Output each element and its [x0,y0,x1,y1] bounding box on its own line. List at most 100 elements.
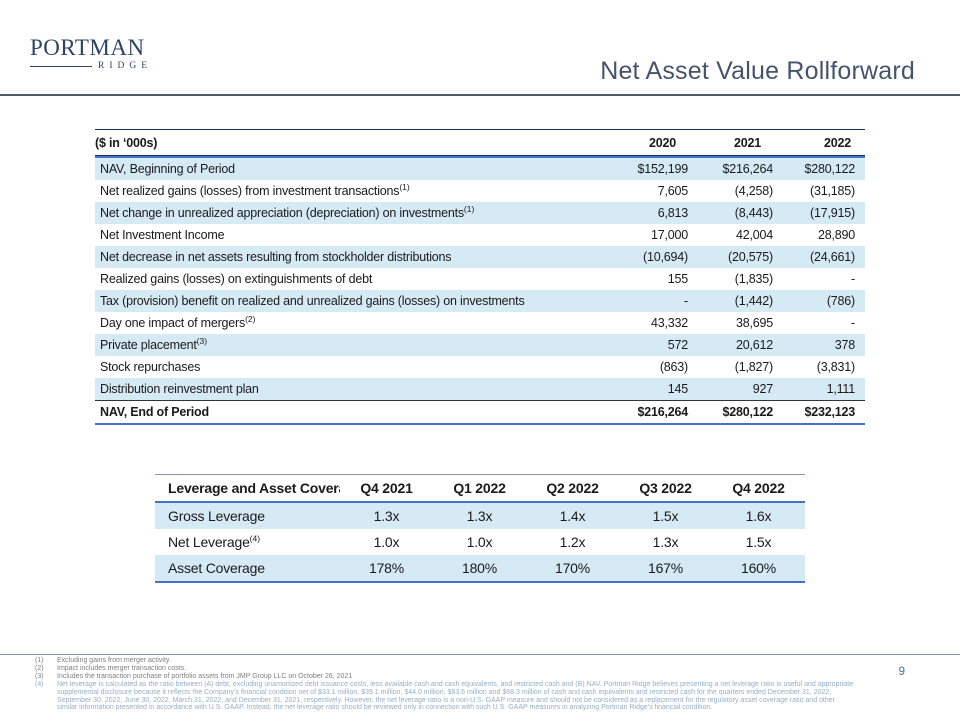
table-cell: - [851,272,855,286]
row-label: Day one impact of mergers(2) [100,313,256,330]
nav-table-col-2022: 2022 [775,129,865,156]
table-cell: 1.4x [526,503,619,529]
row-label: Net decrease in net assets resulting fro… [95,246,560,268]
footnote-ref: (1) [399,181,410,192]
row-label: Private placement(3) [95,334,560,356]
table-cell: $216,264 [690,156,775,180]
row-label: Distribution reinvestment plan [95,378,560,400]
table-cell: 180% [433,555,526,583]
nav-table-col-2021: 2021 [690,129,775,156]
table-cell: (786) [775,290,865,312]
table-cell: - [851,316,855,330]
nav-rollforward-table: ($ in ‘000s) 2020 2021 2022 NAV, Beginni… [95,129,865,425]
table-row-total: NAV, End of Period $216,264 $280,122 $23… [95,400,865,425]
footnote-text: Impact includes merger transaction costs… [57,665,187,672]
table-cell: $280,122 [690,400,775,425]
row-label: Tax (provision) benefit on realized and … [95,290,560,312]
table-cell: (1,835) [734,272,773,286]
table-cell: 1,111 [775,378,865,400]
footnote-ref: (3) [196,335,208,346]
leverage-col-q1-2022: Q1 2022 [433,474,526,503]
footnote-ref: (2) [245,313,256,324]
logo-secondary-text: RIDGE [98,61,153,71]
row-label: Asset Coverage [155,555,340,583]
page-number: 9 [898,666,905,678]
table-cell: 155 [667,272,688,286]
header-divider [0,94,960,96]
leverage-col-q2-2022: Q2 2022 [526,474,619,503]
table-cell: 1.5x [619,503,712,529]
row-label: Net realized gains (losses) from investm… [100,181,410,198]
table-cell: (17,915) [775,202,865,224]
footnote-number: (3) [35,673,44,680]
footnote-3: (3) Includes the transaction purchase of… [35,673,857,681]
row-label: Stock repurchases [100,360,201,374]
table-cell: 167% [619,555,712,583]
footnote-ref: (4) [249,533,261,544]
footnotes: (1) Excluding gains from merger activity… [35,657,857,712]
table-cell: 378 [775,334,865,356]
row-label: Realized gains (losses) on extinguishmen… [100,272,373,286]
table-cell: (8,443) [690,202,775,224]
table-cell: $232,123 [775,400,865,425]
table-cell: $152,199 [560,156,690,180]
row-label: Net change in unrealized appreciation (d… [95,202,560,224]
table-row: Private placement(3) 572 20,612 378 [95,334,865,356]
table-cell: 6,813 [560,202,690,224]
leverage-table-title: Leverage and Asset Coverage [155,474,340,503]
table-row: Distribution reinvestment plan 145 927 1… [95,378,865,400]
logo-rule [30,65,92,67]
nav-table-header-row: ($ in ‘000s) 2020 2021 2022 [95,129,865,156]
table-row: Gross Leverage 1.3x 1.3x 1.4x 1.5x 1.6x [155,503,805,529]
table-cell: 160% [712,555,805,583]
table-cell: 145 [560,378,690,400]
table-row: Net Leverage(4) 1.0x 1.0x 1.2x 1.3x 1.5x [155,529,805,555]
page-title: Net Asset Value Rollforward [600,57,915,85]
footnote-4: (4) Net leverage is calculated as the ra… [35,681,857,712]
footer-divider [0,654,960,655]
table-cell: $280,122 [775,156,865,180]
nav-table-units-label: ($ in ‘000s) [95,129,560,156]
footnote-text: Net leverage is calculated as the ratio … [57,681,854,712]
table-cell: 1.0x [373,534,400,550]
table-cell: (24,661) [775,246,865,268]
footnote-text: Includes the transaction purchase of por… [57,673,353,680]
table-row: Net decrease in net assets resulting fro… [95,246,865,268]
row-label: Gross Leverage [155,503,340,529]
row-label: Net Investment Income [100,228,225,242]
table-cell: 7,605 [657,184,688,198]
table-cell: 42,004 [735,228,773,242]
table-cell: 1.2x [559,534,586,550]
table-cell: (20,575) [690,246,775,268]
table-cell: 1.6x [712,503,805,529]
table-cell: 170% [526,555,619,583]
table-cell: 38,695 [735,316,773,330]
footnote-2: (2) Impact includes merger transaction c… [35,665,857,673]
row-label: NAV, Beginning of Period [95,156,560,180]
table-row: Net Investment Income 17,000 42,004 28,8… [95,224,865,246]
nav-table-col-2020: 2020 [560,129,690,156]
portman-ridge-logo: PORTMAN RIDGE [30,36,150,71]
logo-secondary-row: RIDGE [30,61,150,71]
footnote-1: (1) Excluding gains from merger activity… [35,657,857,665]
row-label: NAV, End of Period [95,400,560,425]
footnote-text: Excluding gains from merger activity. [57,657,171,664]
table-cell: 572 [560,334,690,356]
table-cell: 1.3x [340,503,433,529]
table-cell: 20,612 [690,334,775,356]
table-row: Net change in unrealized appreciation (d… [95,202,865,224]
table-row: Stock repurchases (863) (1,827) (3,831) [95,356,865,378]
table-row: Realized gains (losses) on extinguishmen… [95,268,865,290]
table-cell: 1.5x [745,534,772,550]
table-cell: 1.3x [433,503,526,529]
table-row: Tax (provision) benefit on realized and … [95,290,865,312]
table-cell: 17,000 [650,228,688,242]
table-cell: (1,442) [690,290,775,312]
table-cell: (863) [659,360,688,374]
logo-primary-text: PORTMAN [30,35,145,60]
footnote-number: (2) [35,665,44,672]
table-cell: (1,827) [734,360,773,374]
table-cell: 28,890 [817,228,855,242]
leverage-col-q3-2022: Q3 2022 [619,474,712,503]
